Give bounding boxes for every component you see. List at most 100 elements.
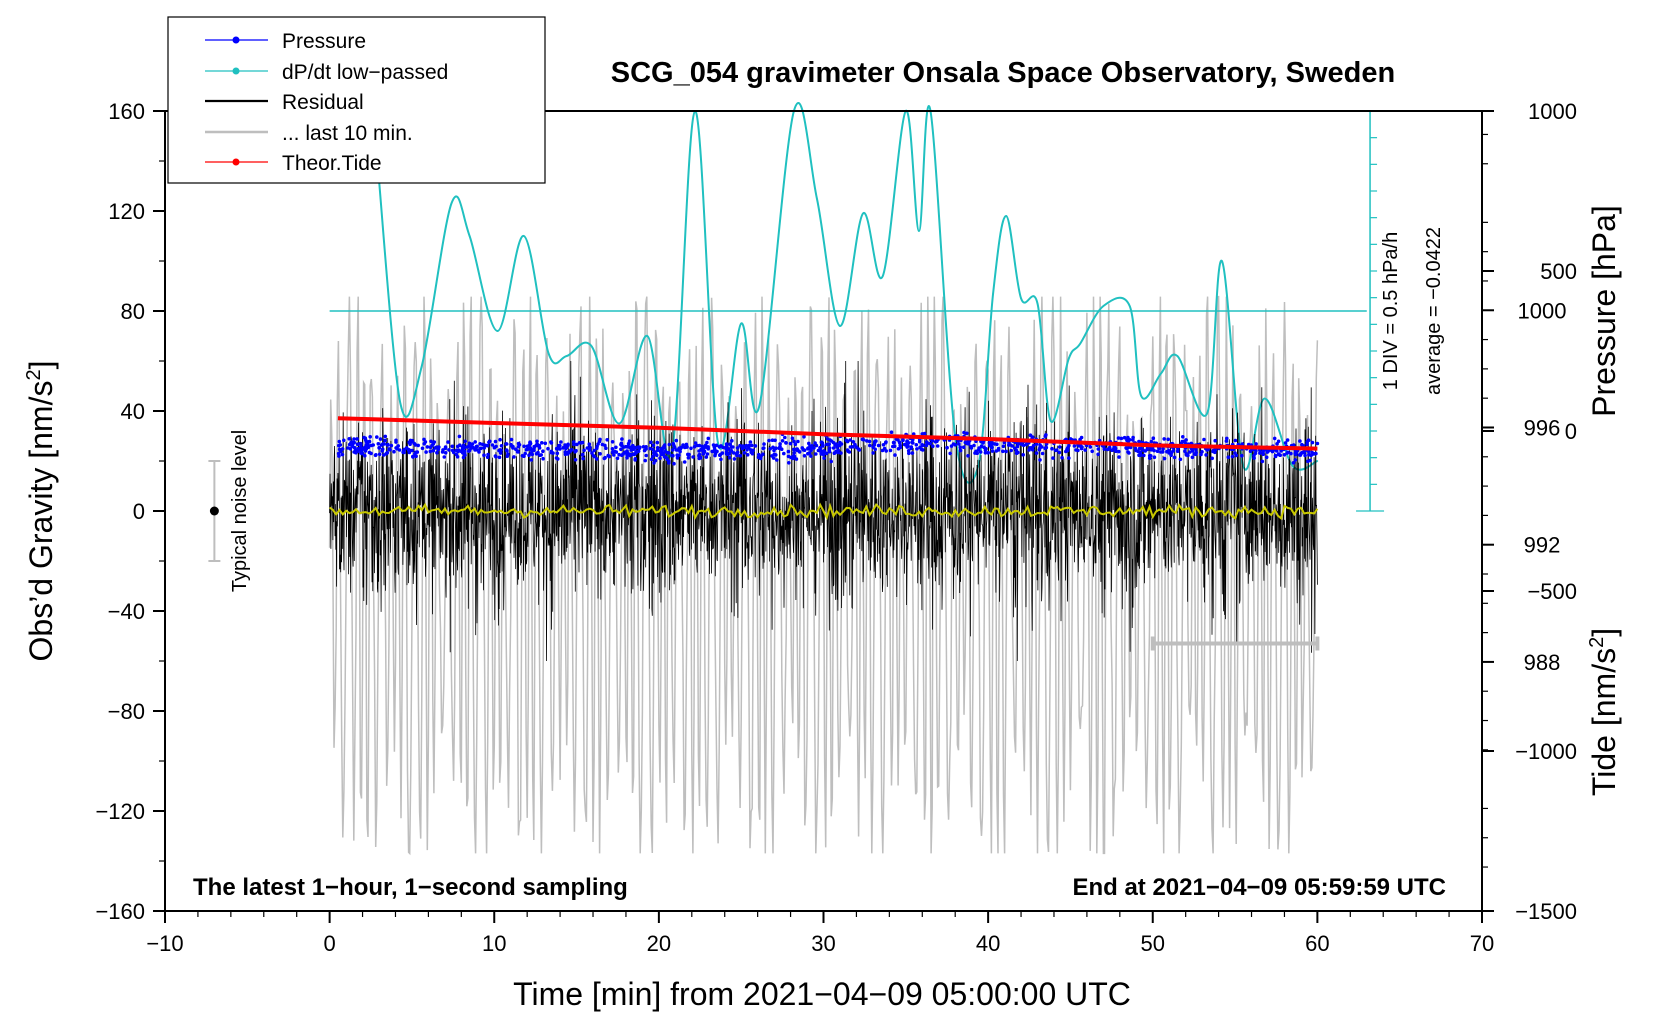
pressure-point	[352, 445, 357, 450]
pressure-point	[1258, 451, 1262, 455]
pressure-point	[1147, 453, 1152, 458]
pressure-point	[1126, 439, 1131, 444]
dpdt-point	[740, 322, 742, 325]
pressure-point	[494, 455, 498, 459]
pressure-point	[614, 445, 618, 450]
pressure-point	[1050, 446, 1054, 451]
pressure-point	[610, 440, 615, 444]
dpdt-point	[646, 335, 649, 337]
pressure-point	[412, 441, 417, 446]
pressure-point	[806, 451, 810, 456]
pressure-point	[665, 451, 670, 455]
pressure-point	[546, 446, 550, 451]
pressure-point	[651, 447, 655, 452]
pressure-point	[917, 439, 922, 444]
pressure-point	[396, 444, 401, 448]
pressure-point	[497, 448, 501, 453]
pressure-point	[809, 454, 813, 458]
pressure-point	[429, 439, 433, 444]
pressure-point	[724, 447, 728, 451]
pressure-point	[1117, 449, 1121, 454]
x-tick-label: −10	[146, 931, 183, 956]
dpdt-point	[399, 402, 402, 405]
pressure-point	[436, 447, 441, 452]
pressure-point	[1019, 442, 1024, 447]
pressure-point	[958, 445, 962, 450]
pressure-point	[558, 447, 562, 451]
tide-axis-label-sup: 2	[1586, 637, 1608, 648]
pressure-point	[966, 442, 971, 446]
dpdt-point	[1005, 215, 1007, 217]
pressure-point	[1038, 458, 1042, 462]
pressure-point	[774, 446, 778, 451]
pressure-point	[1307, 452, 1311, 457]
pressure-point	[1311, 452, 1315, 456]
x-tick-label: 20	[647, 931, 671, 956]
pressure-point	[621, 452, 625, 456]
pressure-point	[368, 435, 373, 439]
pressure-point	[572, 442, 576, 447]
noise-bar-dot	[209, 506, 219, 516]
pressure-point	[981, 441, 985, 445]
pressure-point	[729, 445, 734, 449]
pressure-point	[411, 455, 415, 459]
pressure-point	[1202, 437, 1206, 442]
dpdt-point	[1291, 465, 1294, 467]
pressure-point	[363, 449, 368, 453]
pressure-point	[674, 438, 679, 443]
pressure-point	[762, 446, 766, 450]
pressure-point	[730, 439, 734, 443]
pressure-point	[490, 443, 495, 447]
pressure-point	[838, 440, 842, 445]
dpdt-point	[1128, 305, 1131, 307]
pressure-point	[633, 458, 637, 462]
pressure-point	[1165, 449, 1169, 454]
pressure-point	[482, 453, 486, 458]
pressure-point	[1160, 450, 1165, 454]
pressure-point	[451, 450, 456, 455]
pressure-point	[636, 449, 641, 454]
pressure-point	[1013, 446, 1017, 451]
pressure-point	[617, 452, 621, 457]
pressure-point	[795, 447, 799, 451]
pressure-point	[767, 438, 771, 443]
pressure-point	[757, 452, 761, 457]
pressure-point	[636, 445, 641, 449]
pressure-point	[352, 450, 356, 454]
pressure-point	[378, 437, 383, 441]
pressure-point	[976, 448, 981, 452]
pressure-point	[794, 457, 799, 461]
pressure-point	[784, 441, 788, 445]
series-theor-tide-line	[337, 416, 1318, 451]
pressure-point	[538, 453, 542, 458]
pressure-point	[1152, 455, 1157, 460]
pressure-point	[729, 449, 734, 453]
x-tick-label: 40	[976, 931, 1000, 956]
pressure-point	[1079, 444, 1083, 448]
pressure-point	[564, 445, 569, 450]
pressure-point	[431, 448, 436, 453]
pressure-point	[771, 445, 775, 450]
pressure-point	[732, 457, 737, 461]
pressure-point	[1044, 445, 1049, 450]
pressure-point	[1122, 435, 1127, 440]
pressure-point	[945, 445, 949, 450]
pressure-point	[1004, 449, 1008, 454]
pressure-point	[719, 444, 723, 448]
pressure-point	[1166, 437, 1170, 442]
pressure-point	[1188, 450, 1192, 454]
pressure-point	[387, 447, 391, 451]
pressure-point	[814, 443, 819, 448]
pressure-point	[581, 456, 585, 461]
pressure-point	[1285, 438, 1290, 442]
pressure-tick-label: 996	[1524, 415, 1561, 440]
pressure-point	[592, 448, 596, 453]
pressure-point	[492, 445, 497, 450]
pressure-point	[667, 442, 672, 447]
pressure-point	[963, 440, 968, 445]
pressure-point	[906, 449, 911, 453]
pressure-point	[837, 443, 842, 448]
pressure-point	[956, 439, 960, 443]
pressure-point	[1119, 436, 1124, 441]
